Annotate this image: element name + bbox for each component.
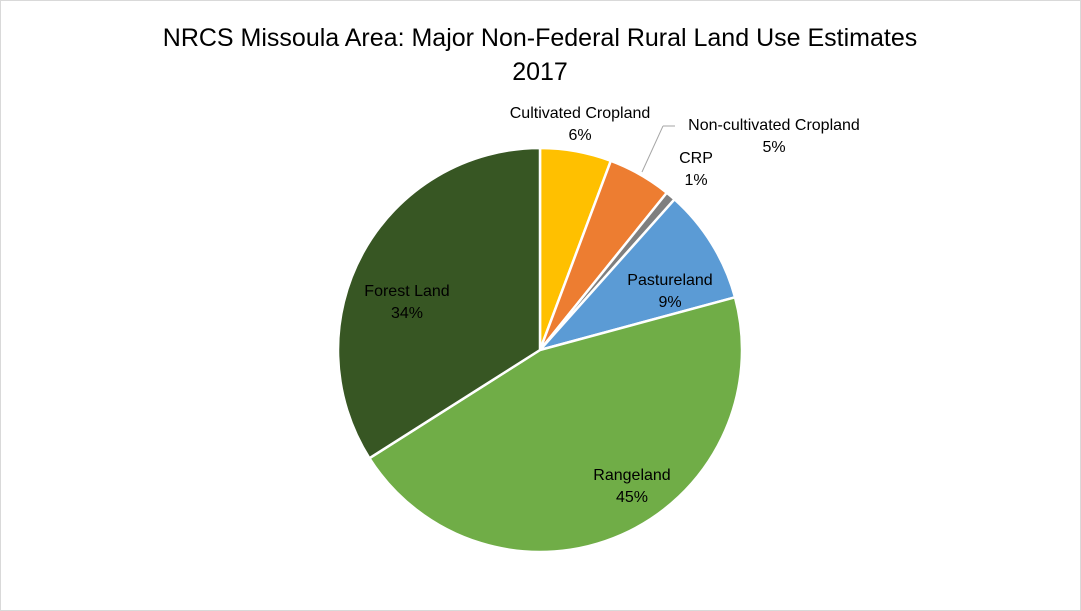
- label-pastureland-name: Pastureland: [627, 272, 712, 289]
- label-cultivated-cropland-name: Cultivated Cropland: [510, 105, 651, 122]
- pie-slices: [336, 146, 744, 554]
- label-forest-land-name: Forest Land: [364, 283, 449, 300]
- label-cultivated-cropland-pct: 6%: [568, 127, 591, 144]
- label-rangeland-pct: 45%: [616, 489, 648, 506]
- chart-subtitle: 2017: [512, 58, 568, 86]
- leader-line-non-cultivated-diagonal: [641, 125, 664, 173]
- label-forest-land-pct: 34%: [391, 305, 423, 322]
- label-crp-pct: 1%: [684, 172, 707, 189]
- label-non-cultivated-cropland-name: Non-cultivated Cropland: [688, 117, 860, 134]
- label-crp-name: CRP: [679, 150, 713, 167]
- pie-slice-forest-land: [336, 146, 542, 460]
- pie-slice-rangeland: [368, 296, 744, 554]
- label-non-cultivated-cropland-pct: 5%: [762, 139, 785, 156]
- chart-title: NRCS Missoula Area: Major Non-Federal Ru…: [163, 24, 917, 52]
- label-pastureland-pct: 9%: [658, 294, 681, 311]
- label-rangeland-name: Rangeland: [593, 467, 670, 484]
- pie-slice-pastureland: [538, 198, 737, 352]
